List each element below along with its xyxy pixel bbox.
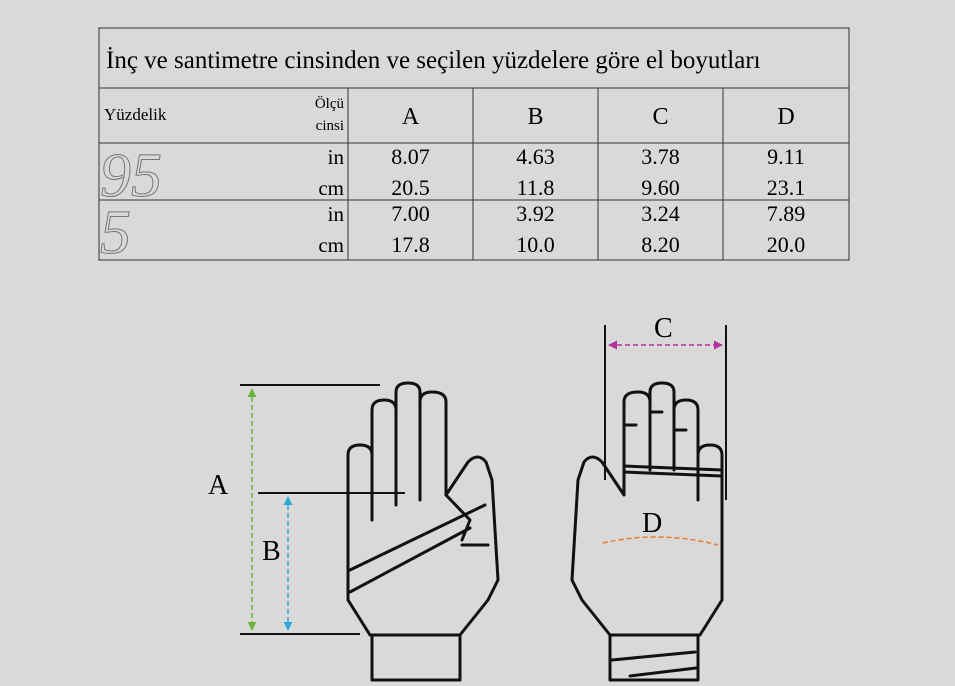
column-header: D bbox=[777, 104, 794, 130]
wrist bbox=[608, 633, 700, 682]
cell-value: 20.5 bbox=[391, 175, 430, 200]
cell-value: 7.89 bbox=[767, 201, 806, 226]
arc-d bbox=[602, 536, 719, 546]
table-border bbox=[98, 27, 850, 261]
column-header: B bbox=[527, 104, 543, 130]
cell-value: 23.1 bbox=[767, 175, 806, 200]
cell-value: 7.00 bbox=[391, 201, 430, 226]
table-title: İnç ve santimetre cinsinden ve seçilen y… bbox=[106, 47, 761, 74]
label: B bbox=[262, 536, 281, 567]
header: cinsi bbox=[316, 118, 344, 134]
cell-value: 11.8 bbox=[517, 175, 555, 200]
cell-value: 8.07 bbox=[391, 144, 430, 169]
palm-lines bbox=[348, 400, 490, 594]
percentile: 5 bbox=[100, 199, 131, 267]
header: Yüzdelik bbox=[104, 105, 167, 124]
back-hand bbox=[570, 381, 724, 682]
cell-value: 3.92 bbox=[516, 201, 555, 226]
table: İnç ve santimetre cinsinden ve seçilen y… bbox=[98, 27, 850, 268]
column-header: C bbox=[652, 104, 668, 130]
cell-value: 3.78 bbox=[641, 144, 680, 169]
cell-value: 17.8 bbox=[391, 232, 430, 257]
hands: A B C D bbox=[208, 313, 727, 682]
label: A bbox=[208, 470, 229, 501]
hand-outline bbox=[346, 381, 500, 637]
cell-value: 20.0 bbox=[767, 232, 806, 257]
unit: in bbox=[328, 202, 345, 226]
wrist bbox=[370, 633, 462, 682]
palm-hand bbox=[346, 381, 500, 682]
column-header: A bbox=[402, 104, 420, 130]
percentile: 95 bbox=[100, 142, 162, 210]
cell-value: 10.0 bbox=[516, 232, 555, 257]
knuckle-lines bbox=[610, 400, 724, 678]
cell-value: 8.20 bbox=[641, 232, 680, 257]
hand-outline bbox=[570, 381, 724, 637]
header: Ölçü bbox=[315, 95, 345, 112]
unit: in bbox=[328, 145, 345, 169]
cell-value: 9.11 bbox=[767, 144, 805, 169]
cell-value: 4.63 bbox=[516, 144, 555, 169]
unit: cm bbox=[318, 233, 344, 257]
label: C bbox=[654, 313, 673, 344]
label: D bbox=[642, 508, 662, 539]
unit: cm bbox=[318, 176, 344, 200]
cell-value: 3.24 bbox=[641, 201, 680, 226]
cell-value: 9.60 bbox=[641, 175, 680, 200]
